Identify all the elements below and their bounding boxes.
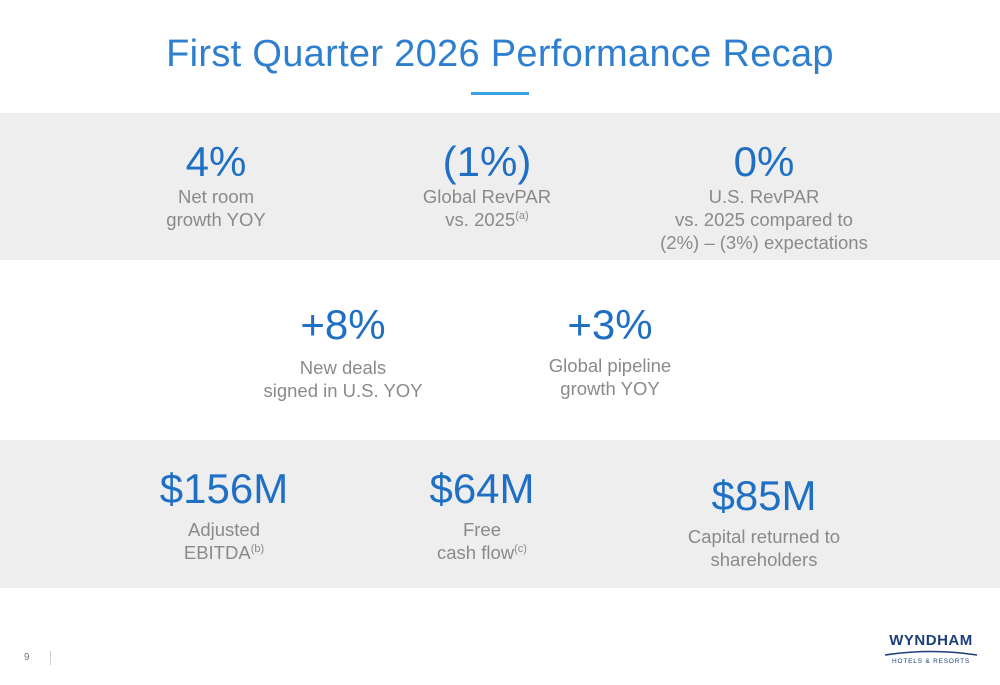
- metric-description-line: vs. 2025(a): [357, 208, 617, 231]
- footnote-marker: (a): [515, 210, 529, 222]
- metric-description: Free cash flow(c): [352, 518, 612, 564]
- metric-net-room-growth: 4% Net room growth YOY: [86, 139, 346, 231]
- metric-description-line: cash flow(c): [352, 541, 612, 564]
- metric-capital-returned: $85M Capital returned to shareholders: [634, 473, 894, 571]
- metric-description-line: vs. 2025 compared to: [675, 209, 853, 230]
- metric-description-text: EBITDA: [183, 542, 251, 563]
- metric-description-text: vs. 2025: [445, 209, 516, 230]
- metric-description-line: Global pipeline: [548, 355, 672, 376]
- metric-value: $85M: [711, 472, 817, 519]
- metric-description-line: shareholders: [710, 549, 818, 570]
- page-number: 9: [24, 652, 30, 663]
- metrics-band-bottom: [0, 440, 1000, 588]
- logo-tagline: HOTELS & RESORTS: [891, 658, 971, 665]
- metric-description-text: cash flow: [437, 542, 515, 563]
- metric-adjusted-ebitda: $156M Adjusted EBITDA(b): [94, 466, 354, 564]
- metric-description: Adjusted EBITDA(b): [94, 518, 354, 564]
- metric-description-line: growth YOY: [560, 378, 660, 399]
- metric-description-line: (2%) – (3%) expectations: [660, 232, 868, 253]
- metric-value: $156M: [159, 465, 289, 512]
- metric-description-line: Free: [462, 519, 502, 540]
- metric-value: +3%: [567, 301, 653, 348]
- metric-description-line: U.S. RevPAR: [708, 186, 820, 207]
- metric-description-line: signed in U.S. YOY: [263, 380, 423, 401]
- footer-divider: [50, 651, 51, 665]
- wyndham-logo: WYNDHAM HOTELS & RESORTS: [880, 632, 982, 665]
- metric-value: 4%: [185, 138, 247, 185]
- metric-global-revpar: (1%) Global RevPAR vs. 2025(a): [357, 139, 617, 231]
- metric-value: 0%: [733, 138, 795, 185]
- metric-description: U.S. RevPAR vs. 2025 compared to (2%) – …: [634, 185, 894, 254]
- metric-value: (1%): [442, 138, 532, 185]
- metric-description-line: growth YOY: [166, 209, 266, 230]
- metric-description-line: Net room: [177, 186, 255, 207]
- metric-description-line: Adjusted: [188, 519, 260, 540]
- metric-value: +8%: [300, 301, 386, 348]
- metric-description: Capital returned to shareholders: [634, 525, 894, 571]
- logo-swoosh-icon: [884, 650, 978, 656]
- metric-global-pipeline: +3% Global pipeline growth YOY: [480, 302, 740, 400]
- logo-wordmark: WYNDHAM: [889, 632, 973, 649]
- metric-description: Net room growth YOY: [86, 185, 346, 231]
- title-underline: [471, 92, 529, 95]
- metric-description-line: Capital returned to: [687, 526, 841, 547]
- metric-description-line: EBITDA(b): [94, 541, 354, 564]
- metric-description-line: Global RevPAR: [422, 186, 552, 207]
- metric-new-deals: +8% New deals signed in U.S. YOY: [213, 302, 473, 402]
- metric-us-revpar: 0% U.S. RevPAR vs. 2025 compared to (2%)…: [634, 139, 894, 254]
- metric-description-line: New deals: [299, 357, 387, 378]
- metric-free-cash-flow: $64M Free cash flow(c): [352, 466, 612, 564]
- metric-description: Global RevPAR vs. 2025(a): [357, 185, 617, 231]
- page-title: First Quarter 2026 Performance Recap: [166, 33, 834, 75]
- footnote-marker: (c): [514, 543, 527, 555]
- metrics-band-top: [0, 113, 1000, 260]
- metric-value: $64M: [429, 465, 535, 512]
- footnote-marker: (b): [250, 543, 265, 555]
- metric-description: Global pipeline growth YOY: [480, 354, 740, 400]
- metric-description: New deals signed in U.S. YOY: [213, 356, 473, 402]
